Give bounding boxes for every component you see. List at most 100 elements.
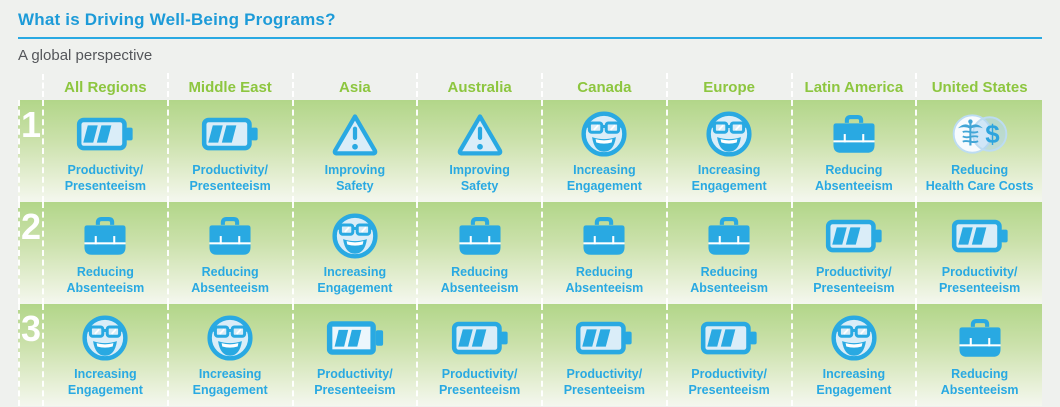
healthcare-costs-icon (948, 111, 1012, 157)
title-divider (18, 37, 1042, 39)
icon-box (951, 211, 1009, 261)
cell-label: Productivity/ Presenteeism (64, 163, 147, 193)
smiley-glasses-icon (581, 111, 627, 157)
briefcase-icon (955, 316, 1005, 361)
cell-canada-rank-3: Productivity/ Presenteeism (543, 304, 668, 406)
region-header-europe: Europe (668, 73, 793, 97)
icon-box (205, 211, 255, 261)
icon-box (76, 109, 134, 159)
icon-box (456, 109, 504, 159)
cell-asia-rank-2: Increasing Engagement (294, 202, 419, 304)
warning-triangle-icon (331, 112, 379, 156)
cell-latin-america-rank-1: Reducing Absenteeism (793, 100, 918, 202)
cell-label: Productivity/ Presenteeism (813, 265, 895, 295)
icon-box (700, 313, 758, 363)
cell-australia-rank-3: Productivity/ Presenteeism (418, 304, 543, 406)
page-title: What is Driving Well-Being Programs? (18, 10, 336, 29)
cell-middle-east-rank-2: Reducing Absenteeism (169, 202, 294, 304)
briefcase-icon (205, 214, 255, 259)
cell-label: Productivity/ Presenteeism (938, 265, 1021, 295)
icon-box (332, 211, 378, 261)
icon-box (955, 313, 1005, 363)
battery-icon (700, 318, 758, 358)
battery-icon (951, 216, 1009, 256)
battery-solid-icon (326, 318, 384, 358)
cell-label: Reducing Absenteeism (191, 265, 270, 295)
cell-label: Improving Safety (324, 163, 386, 193)
battery-icon (825, 216, 883, 256)
cell-label: Productivity/ Presenteeism (314, 367, 396, 397)
icon-box (825, 211, 883, 261)
cell-asia-rank-3: Productivity/ Presenteeism (294, 304, 419, 406)
smiley-glasses-icon (82, 315, 128, 361)
icon-box (326, 313, 384, 363)
cell-label: Increasing Engagement (816, 367, 892, 397)
cell-latin-america-rank-2: Productivity/ Presenteeism (793, 202, 918, 304)
cell-europe-rank-1: Increasing Engagement (668, 100, 793, 202)
cell-europe-rank-3: Productivity/ Presenteeism (668, 304, 793, 406)
icon-box (451, 313, 509, 363)
cell-asia-rank-1: Improving Safety (294, 100, 419, 202)
cell-label: Increasing Engagement (566, 163, 642, 193)
rank-number: 3 (18, 304, 44, 406)
icon-box (455, 211, 505, 261)
cell-united-states-rank-3: Reducing Absenteeism (917, 304, 1042, 406)
briefcase-icon (80, 214, 130, 259)
region-header-asia: Asia (294, 73, 419, 97)
cell-australia-rank-2: Reducing Absenteeism (418, 202, 543, 304)
cell-united-states-rank-2: Productivity/ Presenteeism (917, 202, 1042, 304)
cell-label: Reducing Absenteeism (940, 367, 1019, 397)
cell-all-regions-rank-3: Increasing Engagement (44, 304, 169, 406)
region-header-all-regions: All Regions (44, 73, 169, 97)
briefcase-icon (455, 214, 505, 259)
cell-label: Reducing Absenteeism (66, 265, 145, 295)
cell-label: Increasing Engagement (691, 163, 767, 193)
cell-label: Productivity/ Presenteeism (563, 367, 646, 397)
icon-box (80, 211, 130, 261)
region-header-latin-america: Latin America (793, 73, 918, 97)
cell-canada-rank-1: Increasing Engagement (543, 100, 668, 202)
cell-all-regions-rank-1: Productivity/ Presenteeism (44, 100, 169, 202)
region-header-row: All Regions Middle East Asia Australia Canad… (18, 73, 1042, 97)
icon-box (948, 109, 1012, 159)
region-header-united-states: United States (931, 79, 1028, 96)
cell-label: Productivity/ Presenteeism (189, 163, 271, 193)
icon-box (201, 109, 259, 159)
cell-europe-rank-2: Reducing Absenteeism (668, 202, 793, 304)
icon-box (581, 109, 627, 159)
page-subtitle: A global perspective (18, 47, 153, 64)
cell-latin-america-rank-3: Increasing Engagement (793, 304, 918, 406)
cell-label: Increasing Engagement (192, 367, 268, 397)
region-header-middle-east: Middle East (169, 73, 294, 97)
cell-canada-rank-2: Reducing Absenteeism (543, 202, 668, 304)
rank-row-1: 1 Productivity/ Presenteeism Productivity/… (18, 100, 1042, 202)
cell-label: Increasing Engagement (67, 367, 143, 397)
cell-middle-east-rank-3: Increasing Engagement (169, 304, 294, 406)
icon-box (704, 211, 754, 261)
icon-box (575, 313, 633, 363)
cell-label: Reducing Health Care Costs (925, 163, 1034, 193)
table-body: 1 Productivity/ Presenteeism Productivity/… (18, 100, 1042, 406)
battery-icon (451, 318, 509, 358)
smiley-glasses-icon (207, 315, 253, 361)
icon-box (829, 109, 879, 159)
cell-label: Productivity/ Presenteeism (688, 367, 770, 397)
cell-all-regions-rank-2: Reducing Absenteeism (44, 202, 169, 304)
rank-row-3: 3 Increasing Engagement Increasing Engagem… (18, 304, 1042, 406)
briefcase-icon (829, 112, 879, 157)
cell-label: Productivity/ Presenteeism (438, 367, 521, 397)
icon-box (706, 109, 752, 159)
battery-icon (575, 318, 633, 358)
rank-number: 2 (18, 202, 44, 304)
briefcase-icon (579, 214, 629, 259)
rank-column-spacer (18, 74, 44, 97)
rank-row-2: 2 Reducing Absenteeism Reducing Absenteeis… (18, 202, 1042, 304)
icon-box (831, 313, 877, 363)
smiley-glasses-icon (706, 111, 752, 157)
cell-label: Improving Safety (449, 163, 510, 193)
battery-icon (76, 114, 134, 154)
cell-label: Reducing Absenteeism (565, 265, 644, 295)
warning-triangle-icon (456, 112, 504, 156)
smiley-glasses-icon (831, 315, 877, 361)
cell-middle-east-rank-1: Productivity/ Presenteeism (169, 100, 294, 202)
